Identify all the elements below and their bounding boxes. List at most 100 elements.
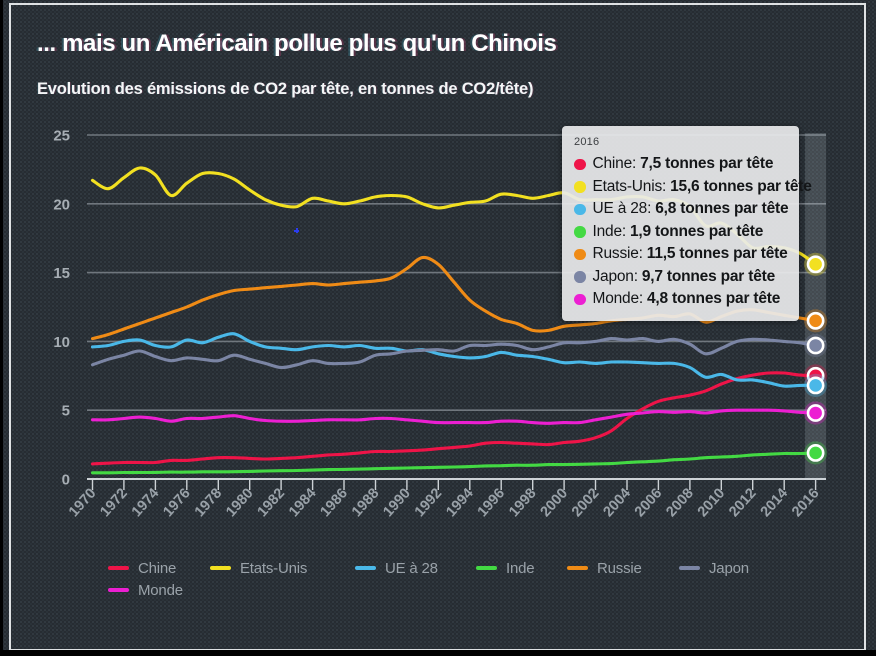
tooltip-dot-ue-a-28 [574, 203, 586, 215]
tooltip-dot-monde [574, 293, 586, 305]
page-subtitle: Evolution des émissions de CO2 par tête,… [37, 80, 534, 98]
series-dot-etats-unis[interactable] [806, 255, 825, 274]
legend-item-etats-unis[interactable]: Etats-Unis [210, 559, 307, 577]
series-line-ue-a-28[interactable] [90, 332, 818, 388]
y-axis-label-0: 0 [62, 472, 70, 489]
x-axis-label-1976: 1976 [160, 485, 193, 520]
legend-marker-monde [108, 588, 129, 592]
page-title: ... mais un Américain pollue plus qu'un … [37, 30, 557, 57]
y-axis-label-15: 15 [53, 265, 70, 282]
series-dot-russie[interactable] [806, 311, 825, 330]
dotted-background [3, 0, 876, 650]
chart-tooltip: 2016 Chine: 7,5 tonnes par tête Etats-Unis… [562, 126, 812, 321]
legend-label-japon: Japon [709, 559, 749, 577]
legend-item-chine[interactable]: Chine [108, 559, 176, 577]
y-axis-label-25: 25 [53, 128, 70, 145]
legend-item-russie[interactable]: Russie [567, 559, 642, 577]
tooltip-row-etats-unis: Etats-Unis: 15,6 tonnes par tête [574, 176, 812, 199]
tooltip-label-ue-a-28: UE à 28: [592, 200, 652, 218]
x-axis-label-1970: 1970 [66, 485, 99, 520]
series-line-monde[interactable] [90, 408, 818, 425]
tooltip-dot-etats-unis [574, 181, 586, 193]
tooltip-value-inde: 1,9 tonnes par tête [629, 222, 764, 240]
tooltip-label-monde: Monde: [592, 290, 644, 308]
x-axis-label-1986: 1986 [317, 485, 350, 520]
tooltip-label-japon: Japon: [592, 267, 639, 285]
legend-label-inde: Inde [506, 559, 535, 577]
legend-marker-chine [108, 566, 129, 570]
x-axis-label-2008: 2008 [663, 485, 696, 520]
x-axis-label-2006: 2006 [632, 485, 665, 520]
legend-item-japon[interactable]: Japon [679, 559, 749, 577]
series-line-japon[interactable] [90, 337, 818, 370]
highlight-band-2016 [805, 133, 827, 480]
x-axis-label-1974: 1974 [129, 485, 162, 520]
tooltip-dot-japon [574, 271, 586, 283]
tooltip-value-etats-unis: 15,6 tonnes par tête [670, 177, 812, 195]
legend-label-monde: Monde [138, 581, 183, 599]
x-axis-label-2014: 2014 [758, 485, 791, 520]
x-axis-label-2002: 2002 [569, 485, 602, 520]
bottom-edge [0, 650, 876, 656]
tooltip-value-japon: 9,7 tonnes par tête [641, 267, 776, 285]
legend-marker-etats-unis [210, 566, 231, 570]
series-dot-ue-a-28[interactable] [806, 376, 825, 395]
series-line-inde[interactable] [90, 451, 818, 475]
x-axis-label-2016: 2016 [789, 485, 822, 520]
legend-item-inde[interactable]: Inde [476, 559, 535, 577]
tooltip-label-inde: Inde: [592, 222, 627, 240]
legend-marker-russie [567, 566, 588, 570]
x-axis-label-1994: 1994 [443, 485, 476, 520]
legend-marker-japon [679, 566, 700, 570]
x-axis-label-1988: 1988 [349, 485, 382, 520]
series-line-chine[interactable] [90, 371, 818, 466]
tooltip-label-chine: Chine: [592, 155, 637, 173]
legend-label-ue-a-28: UE à 28 [385, 559, 438, 577]
y-axis-label-10: 10 [53, 334, 70, 351]
x-axis-label-1980: 1980 [223, 485, 256, 520]
tooltip-row-chine: Chine: 7,5 tonnes par tête [574, 153, 788, 176]
tooltip-year-label: 2016 [574, 136, 600, 148]
x-axis-label-2012: 2012 [726, 485, 759, 520]
tooltip-row-inde: Inde: 1,9 tonnes par tête [574, 221, 788, 244]
x-axis-label-1982: 1982 [255, 485, 288, 520]
tooltip-value-monde: 4,8 tonnes par tête [647, 290, 781, 308]
tooltip-dot-russie [574, 248, 586, 260]
cursor-artifact [294, 228, 299, 233]
legend-label-chine: Chine [138, 559, 177, 577]
tooltip-label-etats-unis: Etats-Unis: [592, 177, 667, 195]
tooltip-row-ue-a-28: UE à 28: 6,8 tonnes par tête [574, 198, 789, 221]
x-axis-label-2004: 2004 [600, 485, 633, 520]
tooltip-row-japon: Japon: 9,7 tonnes par tête [574, 266, 788, 289]
x-axis-label-1998: 1998 [506, 485, 539, 520]
x-axis-label-1978: 1978 [192, 485, 225, 520]
x-axis-label-2010: 2010 [695, 485, 728, 520]
legend-item-monde[interactable]: Monde [108, 581, 183, 599]
legend-label-russie: Russie [597, 559, 642, 577]
x-axis-label-1996: 1996 [475, 485, 508, 520]
tooltip-value-chine: 7,5 tonnes par tête [640, 155, 774, 173]
x-axis-label-1992: 1992 [412, 485, 445, 520]
legend-item-ue-a-28[interactable]: UE à 28 [355, 559, 438, 577]
y-axis-label-5: 5 [62, 403, 70, 420]
y-axis-label-20: 20 [53, 196, 70, 213]
tooltip-value-russie: 11,5 tonnes par tête [646, 245, 788, 263]
tooltip-dot-chine [574, 158, 586, 170]
tooltip-row-russie: Russie: 11,5 tonnes par tête [574, 243, 788, 266]
legend-marker-inde [476, 566, 497, 570]
x-axis-label-1990: 1990 [380, 485, 413, 520]
tooltip-label-russie: Russie: [592, 245, 643, 263]
tooltip-row-monde: Monde: 4,8 tonnes par tête [574, 288, 788, 311]
x-axis-label-1972: 1972 [97, 485, 130, 520]
legend-label-etats-unis: Etats-Unis [240, 559, 308, 577]
x-axis-label-1984: 1984 [286, 485, 319, 520]
legend-marker-ue-a-28 [355, 566, 376, 570]
series-dot-inde[interactable] [806, 443, 825, 462]
series-dot-japon[interactable] [806, 336, 825, 355]
series-dot-monde[interactable] [806, 404, 825, 422]
x-axis-label-2000: 2000 [538, 485, 571, 520]
tooltip-dot-inde [574, 226, 586, 238]
